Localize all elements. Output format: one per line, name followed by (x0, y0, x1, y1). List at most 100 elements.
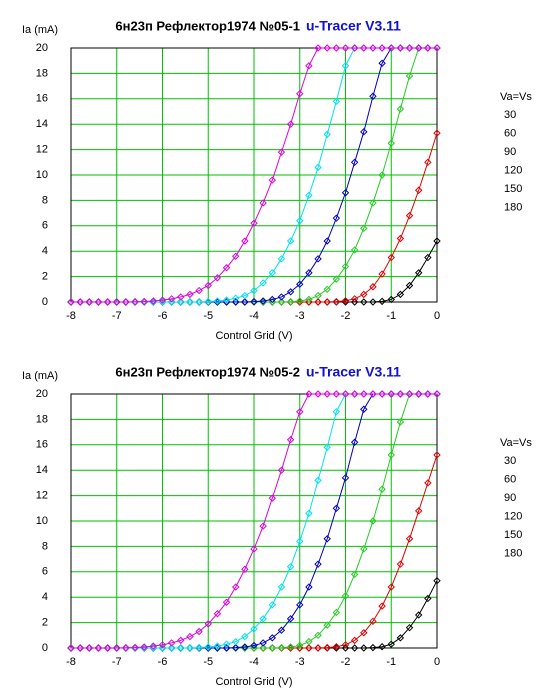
x-tick-label: -4 (249, 656, 259, 668)
x-tick-label: 0 (434, 656, 440, 668)
data-point (387, 44, 395, 52)
data-point (241, 643, 249, 651)
data-point (286, 615, 295, 623)
data-point (259, 522, 267, 530)
data-point (241, 237, 249, 245)
data-point (332, 214, 341, 222)
x-tick-label: -8 (66, 656, 76, 668)
data-point (369, 617, 377, 626)
data-point (332, 97, 341, 106)
x-tick-label: -4 (249, 310, 259, 322)
data-point (360, 405, 368, 413)
data-point (296, 601, 304, 609)
data-point (296, 408, 304, 416)
data-point (433, 44, 441, 52)
data-point (323, 130, 331, 139)
data-point (323, 621, 331, 629)
data-point (341, 44, 350, 52)
y-tick-label: 2 (42, 271, 48, 283)
data-point (314, 44, 322, 52)
data-point (277, 298, 286, 306)
data-point (259, 279, 267, 287)
legend-entry: 60 (504, 473, 516, 485)
data-point (378, 44, 386, 52)
data-point (341, 641, 350, 649)
data-point (369, 44, 377, 52)
data-point (341, 189, 350, 197)
data-point (350, 390, 359, 398)
data-point (231, 643, 240, 652)
data-point (360, 545, 368, 553)
chart-subtitle: u-Tracer V3.11 (306, 364, 401, 380)
x-tick-label: 0 (434, 310, 440, 322)
x-tick-label: -7 (112, 310, 122, 322)
data-point (113, 644, 121, 652)
data-point (323, 443, 331, 452)
data-point (286, 120, 295, 128)
y-tick-label: 6 (42, 566, 48, 578)
data-point (424, 253, 432, 262)
chart-subtitle: u-Tracer V3.11 (306, 18, 401, 34)
data-point (414, 390, 423, 398)
data-point (405, 535, 414, 543)
data-point (305, 637, 313, 646)
data-point (314, 390, 322, 398)
data-point (268, 634, 277, 642)
data-point (195, 643, 203, 652)
data-point (277, 293, 286, 301)
data-point (195, 298, 203, 306)
data-point (369, 643, 377, 652)
data-point (277, 626, 286, 634)
data-point (167, 295, 176, 303)
data-point (332, 643, 341, 651)
data-point (140, 297, 148, 306)
data-point (268, 494, 277, 502)
y-tick-label: 16 (36, 93, 48, 105)
data-point (414, 507, 423, 515)
data-point (396, 634, 405, 642)
legend-title: Va=Vs (500, 437, 532, 449)
data-point (222, 644, 231, 652)
data-point (350, 636, 359, 645)
data-point (323, 237, 331, 245)
legend-entry: 150 (504, 183, 522, 195)
data-point (341, 644, 350, 652)
data-point (296, 297, 304, 305)
data-point (433, 237, 441, 245)
y-tick-label: 12 (36, 490, 48, 502)
x-tick-label: -8 (66, 310, 76, 322)
data-point (286, 643, 295, 651)
data-point (332, 44, 341, 52)
data-point (268, 295, 277, 304)
y-tick-label: 18 (36, 413, 48, 425)
data-point (131, 298, 139, 306)
data-point (195, 627, 203, 636)
data-point (396, 418, 405, 426)
data-point (113, 298, 121, 306)
data-point (396, 105, 405, 113)
data-point (360, 298, 368, 306)
data-point (341, 592, 350, 600)
data-point (360, 44, 368, 52)
x-tick-label: -2 (341, 656, 351, 668)
data-point (296, 280, 304, 288)
data-point (323, 44, 331, 52)
data-point (314, 163, 322, 172)
data-point (350, 246, 359, 254)
data-point (213, 274, 222, 282)
data-point (332, 608, 341, 617)
y-tick-label: 14 (36, 464, 48, 476)
data-point (387, 583, 395, 591)
data-point (149, 297, 158, 305)
data-point (204, 297, 212, 306)
data-point (405, 211, 414, 220)
data-point (67, 644, 75, 652)
data-point (259, 644, 267, 652)
data-point (414, 269, 423, 277)
legend-entry: 180 (504, 547, 522, 559)
data-point (268, 601, 277, 609)
y-tick-label: 0 (42, 642, 48, 654)
data-point (369, 298, 377, 306)
data-point (305, 191, 313, 200)
data-point (323, 298, 331, 306)
